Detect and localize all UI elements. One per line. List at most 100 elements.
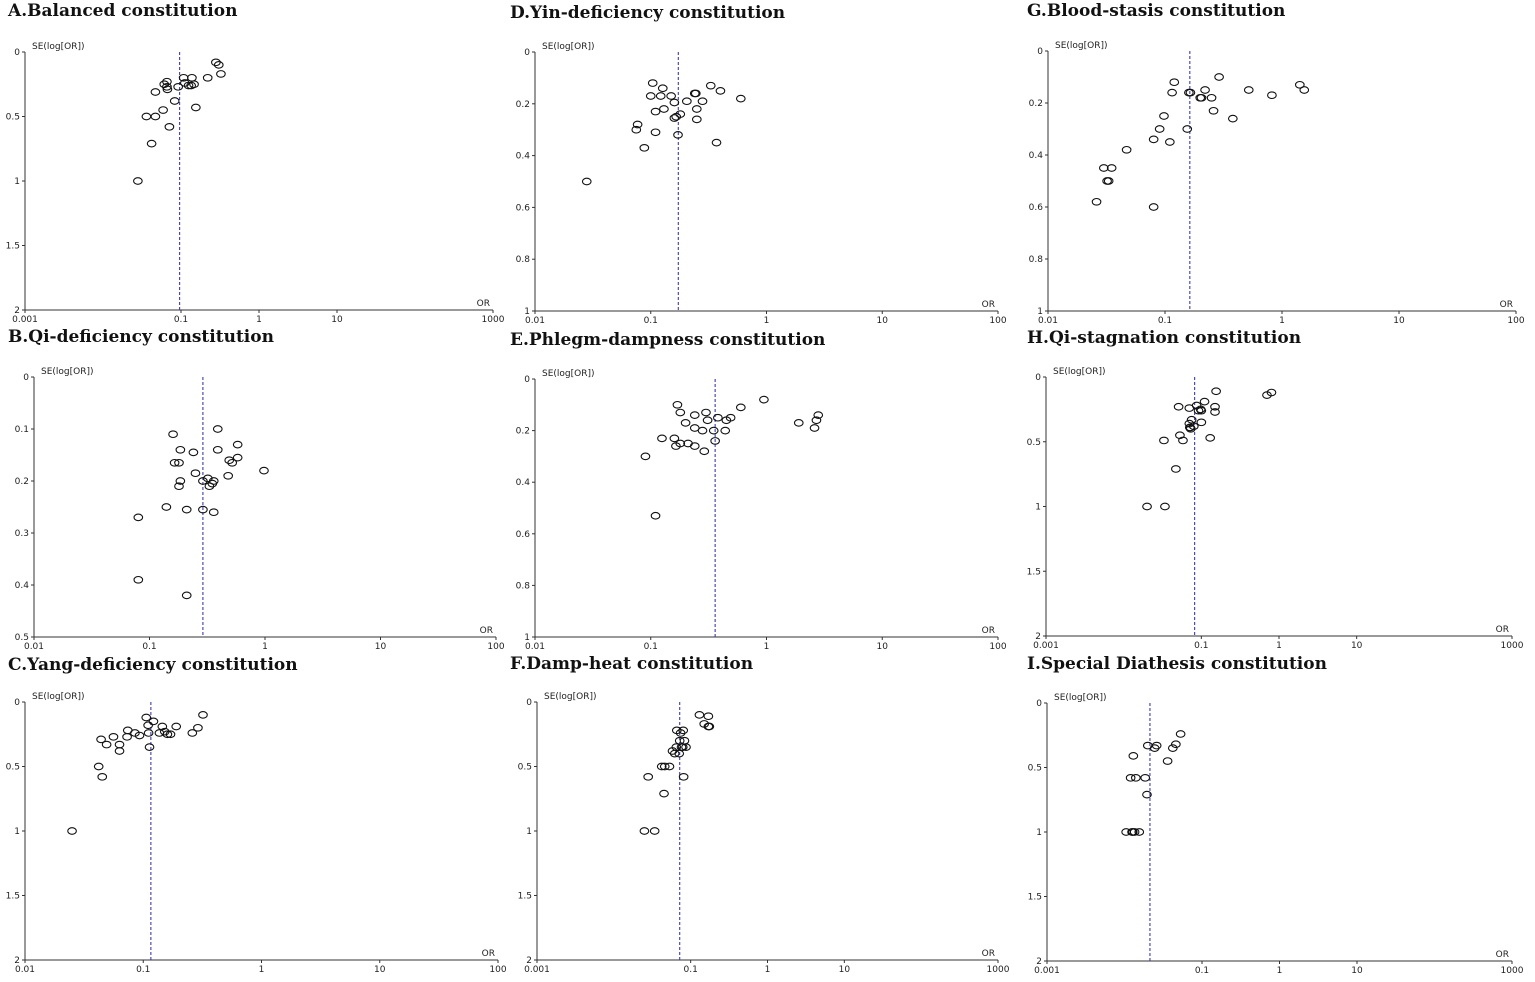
study-point	[1091, 197, 1102, 206]
study-point	[697, 426, 708, 435]
y-tick-label: 1	[14, 177, 20, 187]
study-point	[666, 92, 676, 100]
panel-title: F.Damp-heat constitution	[510, 654, 753, 674]
y-tick-label: 0.6	[516, 530, 531, 540]
panel-title: A.Balanced constitution	[7, 1, 237, 21]
y-tick-label: 0.5	[6, 763, 20, 773]
study-point	[198, 477, 208, 485]
x-axis-label: OR	[1500, 300, 1513, 310]
study-point	[141, 112, 152, 121]
x-tick-label: 1	[259, 965, 265, 975]
y-tick-label: 1.5	[1028, 893, 1042, 903]
study-point	[1106, 164, 1117, 172]
y-axis-label: SE(log[OR])	[544, 692, 597, 702]
study-point	[713, 413, 723, 422]
x-tick-label: 0.001	[12, 315, 38, 325]
study-point	[659, 105, 669, 113]
study-point	[1151, 741, 1162, 750]
funnel-plot-E: E.Phlegm-dampness constitution SE(log[OR]…	[510, 330, 1007, 652]
study-point	[1205, 434, 1216, 442]
x-tick-label: 0.01	[525, 316, 545, 326]
study-point	[640, 452, 651, 461]
y-tick-label: 0.5	[1028, 764, 1042, 774]
study-point	[735, 403, 746, 412]
study-point	[154, 729, 165, 737]
study-point	[93, 762, 104, 771]
study-point	[1266, 388, 1277, 397]
x-tick-label: 0.01	[15, 965, 35, 975]
x-tick-label: 0.1	[136, 965, 150, 975]
x-tick-label: 100	[1507, 316, 1524, 326]
x-tick-label: 100	[989, 642, 1006, 652]
study-point	[813, 411, 824, 419]
study-point	[188, 448, 199, 457]
y-axis-label: SE(log[OR])	[41, 367, 94, 377]
study-point	[213, 61, 224, 69]
x-tick-label: 0.1	[1195, 966, 1209, 976]
y-tick-label: 0.2	[15, 477, 29, 487]
study-point	[212, 445, 223, 454]
x-tick-label: 1	[764, 642, 770, 652]
study-point	[678, 772, 689, 781]
study-point	[675, 408, 686, 417]
study-point	[650, 128, 661, 137]
x-tick-label: 10	[1393, 316, 1405, 326]
study-point	[1159, 112, 1169, 120]
study-point	[1140, 773, 1151, 782]
y-tick-label: 0.8	[1029, 255, 1044, 265]
study-point	[164, 122, 175, 131]
study-point	[811, 416, 822, 425]
study-point	[1243, 86, 1254, 94]
x-axis-label: OR	[982, 949, 995, 959]
study-point	[259, 466, 269, 475]
x-tick-label: 0.01	[24, 642, 44, 652]
panel-title: B.Qi-deficiency constitution	[8, 327, 274, 347]
study-point	[675, 110, 686, 119]
study-point	[134, 731, 145, 740]
study-point	[704, 722, 715, 731]
y-tick-label: 2	[14, 306, 20, 316]
study-point	[162, 77, 172, 86]
panel-title: D.Yin-deficiency constitution	[510, 3, 785, 23]
study-point	[122, 732, 132, 741]
x-tick-label: 1	[765, 965, 771, 975]
y-tick-label: 0	[1036, 699, 1042, 709]
study-point	[162, 85, 173, 94]
study-point	[1154, 125, 1165, 133]
study-point	[680, 419, 691, 427]
x-tick-label: 1	[256, 315, 262, 325]
panel-title: H.Qi-stagnation constitution	[1027, 328, 1301, 348]
x-tick-label: 0.1	[644, 316, 658, 326]
study-point	[150, 112, 161, 121]
study-point	[1130, 773, 1141, 782]
x-tick-label: 0.1	[142, 642, 156, 652]
study-point	[232, 453, 243, 462]
x-axis-label: OR	[982, 626, 995, 636]
x-tick-label: 1000	[1501, 641, 1524, 651]
study-point	[1148, 203, 1159, 211]
y-tick-label: 2	[14, 956, 20, 966]
study-point	[669, 114, 680, 122]
study-point	[1227, 114, 1238, 123]
y-tick-label: 2	[1035, 632, 1041, 642]
study-point	[1196, 406, 1207, 415]
x-tick-label: 0.1	[1158, 316, 1172, 326]
y-tick-label: 0.5	[1027, 438, 1041, 448]
y-tick-label: 1.5	[6, 242, 20, 252]
study-point	[208, 477, 219, 485]
study-point	[673, 131, 683, 139]
study-point	[1129, 828, 1140, 836]
panel-title: E.Phlegm-dampness constitution	[510, 330, 825, 350]
study-point	[212, 425, 223, 433]
y-tick-label: 0.2	[1029, 99, 1043, 109]
study-point	[150, 88, 161, 96]
study-point	[690, 89, 701, 98]
study-point	[1214, 73, 1224, 81]
y-tick-label: 0	[14, 698, 20, 708]
study-point	[1210, 402, 1220, 411]
study-point	[1103, 177, 1114, 185]
study-point	[1299, 86, 1310, 94]
y-tick-label: 0.5	[6, 113, 20, 123]
study-point	[1267, 91, 1277, 100]
study-point	[183, 81, 194, 90]
